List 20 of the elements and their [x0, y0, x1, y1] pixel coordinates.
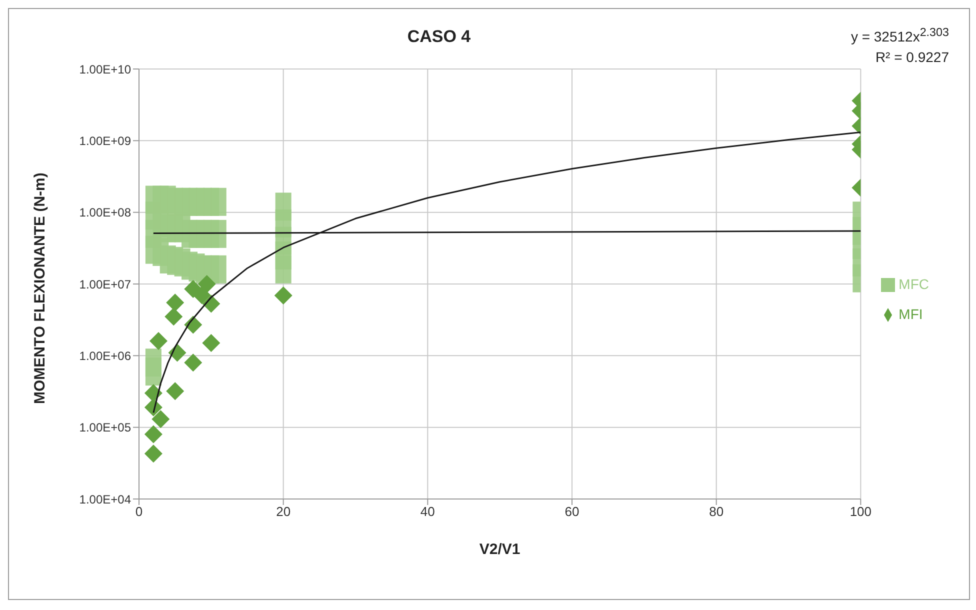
y-tick-label: 1.00E+07: [79, 277, 132, 292]
x-tick-label: 100: [850, 504, 872, 520]
y-tick-label: 1.00E+10: [79, 62, 132, 76]
x-tick-label: 40: [420, 504, 435, 520]
x-tick-label: 20: [276, 504, 291, 520]
legend-label: MFI: [898, 306, 923, 322]
y-tick-label: 1.00E+05: [79, 420, 132, 435]
x-axis-title: V2/V1: [479, 541, 520, 558]
legend-label: MFC: [898, 276, 929, 292]
x-tick-label: 0: [135, 504, 143, 520]
x-tick-label: 60: [564, 504, 580, 520]
y-tick-label: 1.00E+04: [79, 492, 132, 506]
text: R² = 0.9227: [874, 48, 949, 67]
y-tick-label: 1.00E+08: [79, 206, 132, 220]
y-tick-label: 1.00E+09: [79, 134, 132, 148]
x-tick-label: 80: [709, 504, 724, 520]
y-axis-title: MOMENTO FLEXIONANTE (N-m): [31, 172, 48, 404]
text: y = 32512x$^{2.303}$: [850, 25, 949, 47]
chart-title: CASO 4: [407, 27, 471, 46]
y-tick-label: 1.00E+06: [79, 348, 132, 363]
